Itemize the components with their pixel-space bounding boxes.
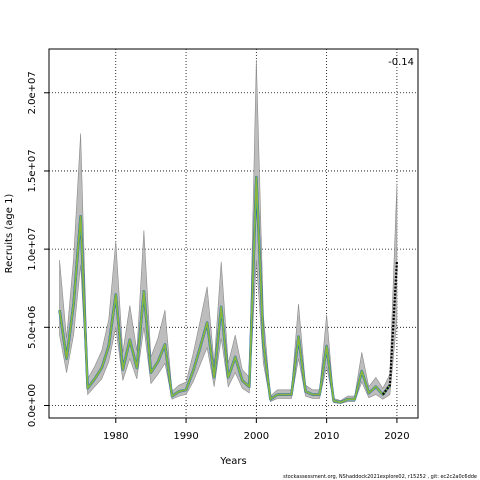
y-tick-label: 1.0e+07 xyxy=(27,228,38,271)
x-axis-title: Years xyxy=(219,456,246,467)
confidence-interval xyxy=(59,59,398,404)
y-tick-label: 1.5e+07 xyxy=(27,149,38,192)
footer-credit: stockassessment.org, NShaddock2021explor… xyxy=(283,474,477,480)
plot-frame xyxy=(48,48,419,419)
x-tick-label: 2020 xyxy=(384,431,409,442)
confidence-band xyxy=(59,59,398,404)
x-tick-label: 1990 xyxy=(173,431,198,442)
estimate-line-teal xyxy=(58,176,391,404)
x-tick-label: 2010 xyxy=(314,431,339,442)
x-tick-label: 2000 xyxy=(244,431,269,442)
x-tick-label: 1980 xyxy=(103,431,128,442)
estimate-line-green xyxy=(58,176,391,404)
y-tick-label: 5.0e+06 xyxy=(27,306,38,349)
x-axis: 1980 1990 2000 2010 2020 xyxy=(103,418,410,442)
estimate-lines xyxy=(58,175,399,404)
y-axis: 0.0e+00 5.0e+06 1.0e+07 1.5e+07 2.0e+07 xyxy=(27,71,49,427)
estimate-line-blue xyxy=(58,175,391,404)
y-tick-label: 2.0e+07 xyxy=(27,71,38,114)
y-tick-label: 0.0e+00 xyxy=(27,384,38,427)
y-axis-title: Recruits (age 1) xyxy=(4,194,15,274)
correlation-annotation: -0.14 xyxy=(388,57,414,68)
estimate-line-projection xyxy=(381,261,399,396)
